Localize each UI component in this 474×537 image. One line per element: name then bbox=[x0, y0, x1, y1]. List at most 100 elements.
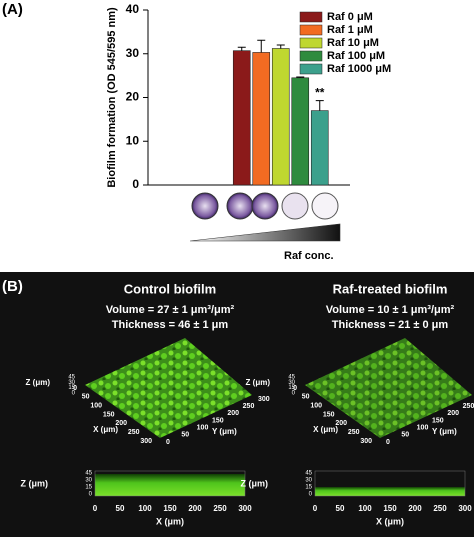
x-tick-label: 200 bbox=[115, 420, 127, 427]
y-axis-title: Biofilm formation (OD 545/595 nm) bbox=[106, 7, 118, 188]
z-tick-label: 30 bbox=[288, 380, 295, 386]
x-tick-label: 300 bbox=[360, 438, 372, 445]
z-tick-label: 45 bbox=[288, 375, 295, 381]
side-view bbox=[315, 487, 465, 496]
x-tick-label: 150 bbox=[323, 411, 335, 418]
z-tick-label: 15 bbox=[85, 485, 92, 491]
x-tick-label: 250 bbox=[348, 429, 360, 436]
z-tick-label: 15 bbox=[305, 485, 312, 491]
z-tick-label: 15 bbox=[288, 385, 295, 391]
x-axis-title: X (μm) bbox=[376, 516, 404, 526]
x-tick-label: 50 bbox=[302, 394, 310, 401]
side-frame bbox=[94, 470, 246, 497]
x-tick-label: 300 bbox=[140, 438, 152, 445]
y-tick-label: 50 bbox=[401, 432, 409, 439]
z-tick-label: 0 bbox=[72, 391, 76, 397]
bar bbox=[232, 50, 251, 186]
x-tick-label: 250 bbox=[128, 429, 140, 436]
legend-swatch bbox=[299, 24, 323, 36]
z-axis-title: Z (μm) bbox=[20, 478, 48, 488]
legend-label: Raf 10 μM bbox=[327, 37, 379, 49]
x-tick-label: 0 bbox=[73, 385, 77, 392]
z-tick-label: 15 bbox=[68, 385, 75, 391]
x-axis-title: X (μm) bbox=[93, 425, 118, 434]
x-tick-label: 250 bbox=[433, 504, 447, 513]
x-axis-title: X (μm) bbox=[156, 516, 184, 526]
panel-title: Raf-treated biofilm bbox=[333, 281, 448, 296]
z-tick-label: 45 bbox=[85, 471, 92, 477]
z-tick-label: 0 bbox=[309, 492, 313, 498]
legend-label: Raf 1000 μM bbox=[327, 63, 391, 75]
z-tick-label: 30 bbox=[85, 478, 92, 484]
x-tick-label: 0 bbox=[313, 504, 318, 513]
concentration-wedge bbox=[189, 223, 341, 242]
well bbox=[251, 192, 279, 220]
thickness: Thickness = 21 ± 0 μm bbox=[332, 319, 449, 331]
error-bar bbox=[276, 44, 285, 49]
error-bar bbox=[315, 100, 324, 111]
surface-3d bbox=[85, 338, 252, 438]
well-images bbox=[191, 192, 339, 220]
y-tick-label: 0 bbox=[386, 439, 390, 446]
z-tick-label: 45 bbox=[68, 375, 75, 381]
y-tick-label: 250 bbox=[243, 403, 255, 410]
y-axis-title: Y (μm) bbox=[432, 427, 457, 436]
x-tick-label: 100 bbox=[358, 504, 372, 513]
x-tick-label: 50 bbox=[116, 504, 125, 513]
x-tick-label: 150 bbox=[383, 504, 397, 513]
bar bbox=[252, 52, 271, 186]
x-tick-label: 200 bbox=[335, 420, 347, 427]
y-tick-label: 0 bbox=[132, 177, 139, 191]
x-tick-label: 100 bbox=[138, 504, 152, 513]
panel-title: Control biofilm bbox=[124, 281, 216, 296]
significance: ** bbox=[315, 86, 325, 100]
x-axis-title: X (μm) bbox=[313, 425, 338, 434]
y-tick-label: 50 bbox=[181, 432, 189, 439]
x-tick-label: 300 bbox=[238, 504, 252, 513]
z-axis-title: Z (μm) bbox=[240, 478, 268, 488]
volume: Volume = 27 ± 1 μm³/μm² bbox=[106, 304, 235, 316]
x-tick-label: 100 bbox=[310, 403, 322, 410]
x-tick-label: 100 bbox=[90, 403, 102, 410]
y-tick-label: 100 bbox=[417, 425, 429, 432]
z-tick-label: 30 bbox=[68, 380, 75, 386]
y-axis-title: Y (μm) bbox=[212, 427, 237, 436]
y-tick-label: 10 bbox=[126, 133, 140, 147]
y-tick-label: 30 bbox=[126, 46, 140, 60]
z-tick-label: 0 bbox=[292, 391, 296, 397]
side-frame bbox=[314, 470, 466, 497]
y-tick-label: 40 bbox=[126, 2, 140, 16]
z-tick-label: 30 bbox=[305, 478, 312, 484]
z-axis-title: Z (μm) bbox=[246, 378, 271, 387]
y-tick-label: 150 bbox=[432, 417, 444, 424]
error-bar bbox=[257, 39, 266, 53]
x-tick-label: 150 bbox=[163, 504, 177, 513]
gradient-label: Raf conc. bbox=[284, 250, 334, 262]
error-bar bbox=[237, 46, 246, 51]
bar bbox=[310, 110, 329, 186]
y-tick-label: 300 bbox=[258, 396, 270, 403]
x-tick-label: 50 bbox=[82, 394, 90, 401]
bar bbox=[291, 77, 310, 186]
y-tick-label: 0 bbox=[166, 439, 170, 446]
well bbox=[191, 192, 219, 220]
z-axis-title: Z (μm) bbox=[26, 378, 51, 387]
y-tick-label: 150 bbox=[212, 417, 224, 424]
x-tick-label: 50 bbox=[336, 504, 345, 513]
error-bar bbox=[296, 76, 305, 78]
panel-label: (A) bbox=[2, 1, 23, 18]
legend-swatch bbox=[299, 11, 323, 23]
thickness: Thickness = 46 ± 1 μm bbox=[112, 319, 229, 331]
volume: Volume = 10 ± 1 μm³/μm² bbox=[326, 304, 455, 316]
z-tick-label: 45 bbox=[305, 471, 312, 477]
well bbox=[226, 192, 254, 220]
well bbox=[311, 192, 339, 220]
x-tick-label: 200 bbox=[188, 504, 202, 513]
legend-label: Raf 100 μM bbox=[327, 50, 385, 62]
x-tick-label: 0 bbox=[293, 385, 297, 392]
x-tick-label: 0 bbox=[93, 504, 98, 513]
well bbox=[281, 192, 309, 220]
surface-3d bbox=[305, 338, 472, 438]
x-tick-label: 200 bbox=[408, 504, 422, 513]
